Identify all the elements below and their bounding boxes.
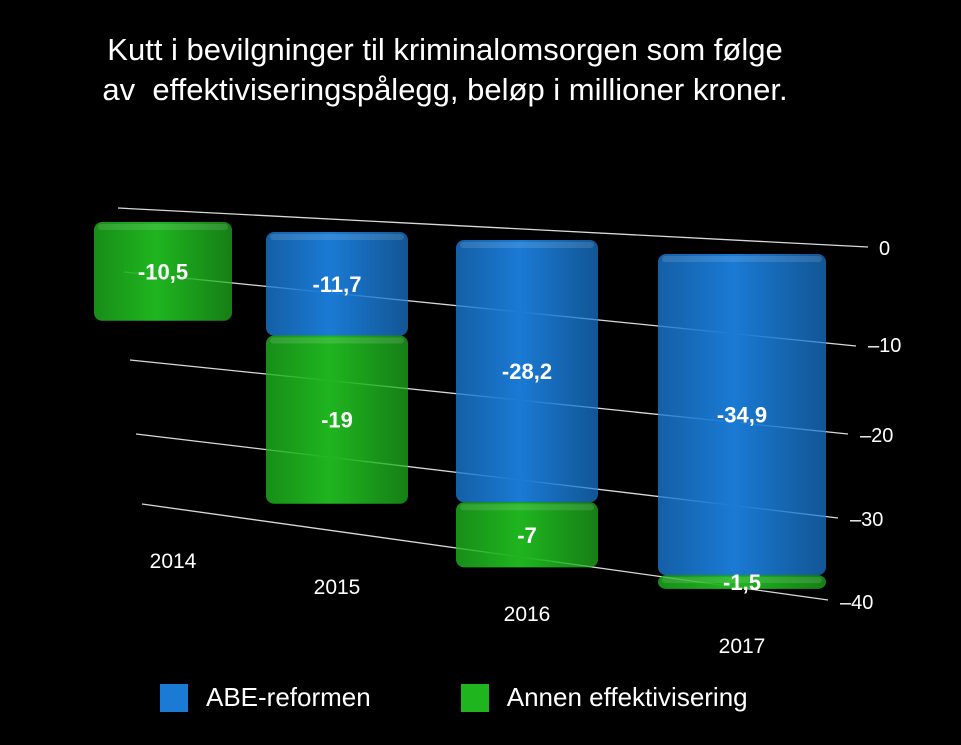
legend-swatch-abe <box>160 683 188 712</box>
y-tick-label: –40 <box>840 592 873 614</box>
data-label: -11,7 <box>313 272 362 297</box>
bar-highlight <box>270 337 404 344</box>
data-label: -28,2 <box>502 359 552 384</box>
legend-label-abe: ABE-reformen <box>206 682 371 712</box>
legend-swatch-annen <box>460 683 489 712</box>
x-tick-label: 2014 <box>150 550 197 573</box>
x-tick-label: 2015 <box>314 576 361 599</box>
y-tick-label: –30 <box>850 509 883 531</box>
chart-title: Kutt i bevilgninger til kriminalomsorgen… <box>102 32 788 107</box>
data-label: -10,5 <box>138 259 188 284</box>
bar-annen-effektivisering-2014 <box>94 222 232 321</box>
bar-highlight <box>98 224 228 230</box>
bar-abe-reformen-2017 <box>658 254 826 576</box>
data-label: -34,9 <box>717 403 767 428</box>
legend-item-annen: Annen effektivisering <box>460 682 748 713</box>
bar-annen-effektivisering-2017 <box>658 575 826 589</box>
bar-highlight <box>662 256 822 262</box>
data-label: -19 <box>321 408 353 433</box>
bar-annen-effektivisering-2016 <box>456 502 598 568</box>
bar-highlight <box>460 242 594 248</box>
bar-highlight <box>270 234 404 240</box>
bar-abe-reformen-2016 <box>456 240 598 503</box>
legend-item-abe: ABE-reformen <box>160 682 371 713</box>
bar-highlight <box>662 577 822 584</box>
x-tick-label: 2016 <box>504 603 551 626</box>
y-tick-label: 0 <box>879 238 890 260</box>
legend-label-annen: Annen effektivisering <box>506 682 748 712</box>
bar-annen-effektivisering-2015 <box>266 335 408 504</box>
bar-highlight <box>460 504 594 511</box>
data-label: -1,5 <box>723 570 761 595</box>
data-label: -7 <box>517 523 537 548</box>
bar-abe-reformen-2015 <box>266 232 408 336</box>
y-tick-label: –20 <box>860 425 893 447</box>
legend: ABE-reformen Annen effektivisering <box>160 682 748 713</box>
x-tick-label: 2017 <box>719 635 766 658</box>
gridline <box>117 207 869 248</box>
y-tick-label: –10 <box>868 335 901 357</box>
